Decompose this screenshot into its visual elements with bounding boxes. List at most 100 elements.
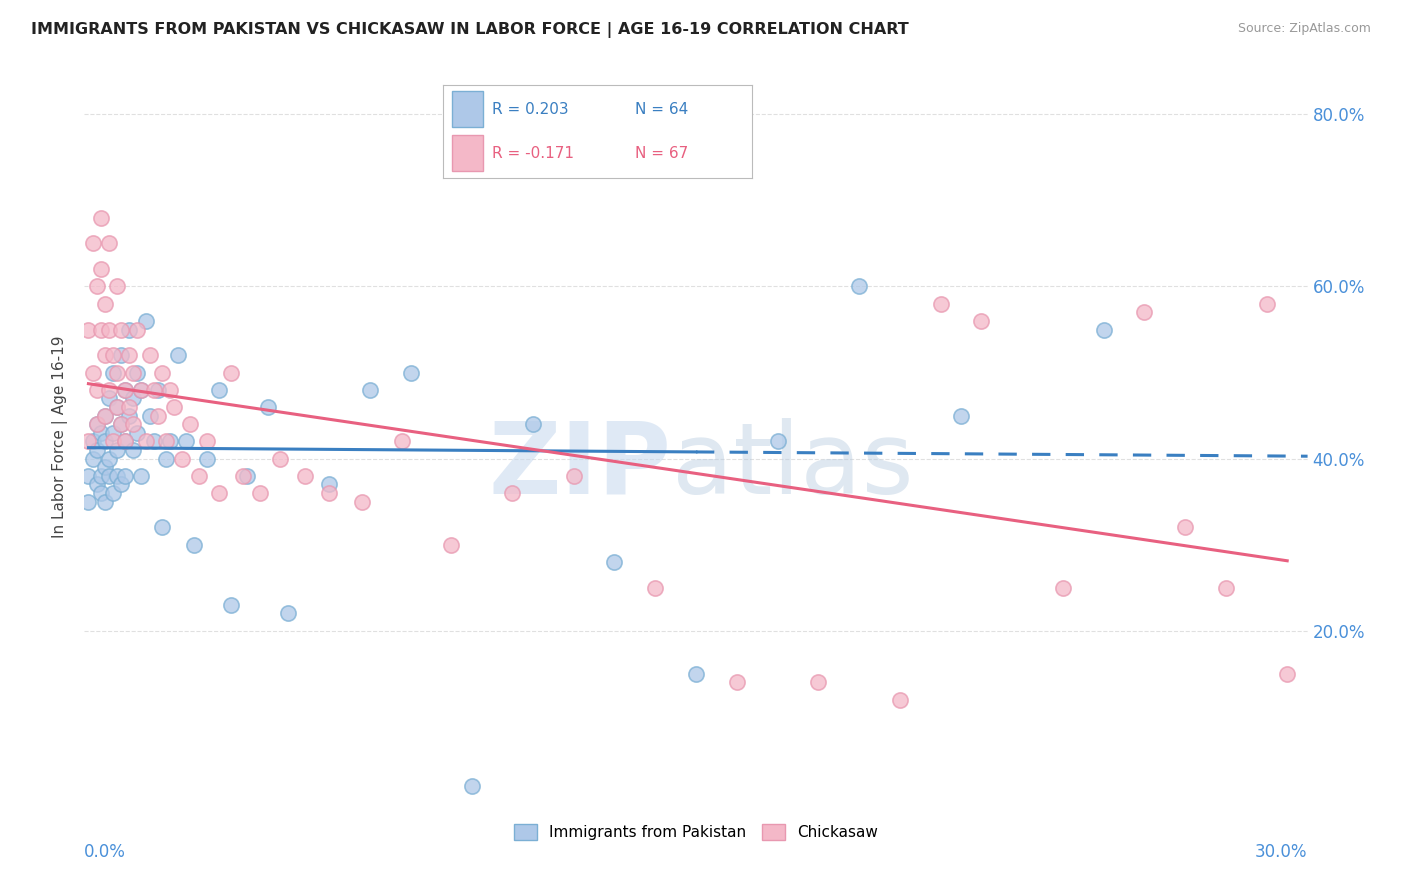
Point (122, 366, 145, 380)
Point (90, 211, 112, 225)
Point (172, 451, 194, 466)
Point (1174, 520, 1197, 534)
Point (110, 348, 132, 362)
Point (93, 409, 115, 423)
FancyBboxPatch shape (453, 136, 484, 171)
Legend: Immigrants from Pakistan, Chickasaw: Immigrants from Pakistan, Chickasaw (508, 818, 884, 847)
Point (318, 486, 340, 500)
Point (159, 434, 181, 449)
Point (127, 425, 149, 440)
Point (163, 400, 186, 414)
Point (82, 434, 104, 449)
Point (105, 442, 128, 457)
Point (131, 383, 153, 397)
Point (146, 409, 169, 423)
Point (807, 675, 830, 690)
Point (90, 486, 112, 500)
Point (122, 442, 145, 457)
Text: N = 67: N = 67 (634, 145, 688, 161)
Point (195, 451, 218, 466)
Text: ZIP: ZIP (489, 417, 672, 515)
Point (131, 383, 153, 397)
Point (522, 417, 544, 432)
Point (97, 236, 120, 251)
Point (155, 451, 177, 466)
Point (93, 348, 115, 362)
Point (114, 434, 136, 449)
FancyBboxPatch shape (453, 91, 484, 127)
Point (1256, 296, 1278, 310)
Point (150, 520, 173, 534)
Point (86, 477, 108, 491)
Point (135, 314, 157, 328)
Point (86, 383, 108, 397)
Point (86, 417, 108, 432)
Point (110, 322, 132, 336)
Point (848, 279, 870, 293)
Y-axis label: In Labor Force | Age 16-19: In Labor Force | Age 16-19 (52, 335, 69, 539)
Point (685, 666, 707, 681)
Point (105, 400, 128, 414)
Point (86, 279, 108, 293)
Point (82, 366, 104, 380)
Point (135, 434, 157, 449)
Point (105, 279, 128, 293)
Point (208, 383, 231, 397)
Point (118, 400, 141, 414)
Point (1215, 581, 1237, 595)
Point (77, 468, 100, 483)
Point (114, 468, 136, 483)
Point (90, 425, 112, 440)
Point (122, 417, 145, 432)
Point (118, 322, 141, 336)
Point (183, 538, 205, 552)
Point (359, 383, 381, 397)
Point (82, 236, 104, 251)
Point (77, 322, 100, 336)
Point (105, 468, 128, 483)
Point (440, 538, 463, 552)
Point (644, 581, 666, 595)
Point (950, 409, 973, 423)
Point (101, 486, 124, 500)
Point (269, 451, 291, 466)
Point (146, 383, 169, 397)
Point (187, 468, 209, 483)
Point (118, 409, 141, 423)
Point (90, 468, 112, 483)
Point (93, 409, 115, 423)
Point (138, 409, 160, 423)
Point (219, 366, 242, 380)
Point (138, 348, 160, 362)
Text: atlas: atlas (672, 417, 912, 515)
Text: 30.0%: 30.0% (1256, 843, 1308, 861)
Point (562, 468, 585, 483)
Text: R = -0.171: R = -0.171 (492, 145, 575, 161)
Text: Source: ZipAtlas.com: Source: ZipAtlas.com (1237, 22, 1371, 36)
Point (77, 434, 100, 449)
Point (249, 486, 271, 500)
Point (150, 366, 173, 380)
Point (122, 392, 145, 406)
Point (219, 598, 242, 612)
Point (127, 322, 149, 336)
Point (350, 494, 373, 508)
Point (1277, 666, 1299, 681)
Point (294, 468, 316, 483)
Point (93, 460, 115, 475)
Point (110, 417, 132, 432)
Text: 0.0%: 0.0% (84, 843, 127, 861)
Point (101, 366, 124, 380)
Point (603, 555, 626, 569)
Text: R = 0.203: R = 0.203 (492, 102, 569, 117)
Point (105, 400, 128, 414)
Point (93, 296, 115, 310)
Point (127, 366, 149, 380)
Point (97, 451, 120, 466)
Point (970, 314, 993, 328)
Point (93, 494, 115, 508)
Point (131, 468, 153, 483)
Point (208, 486, 231, 500)
Point (105, 366, 128, 380)
Point (725, 675, 748, 690)
